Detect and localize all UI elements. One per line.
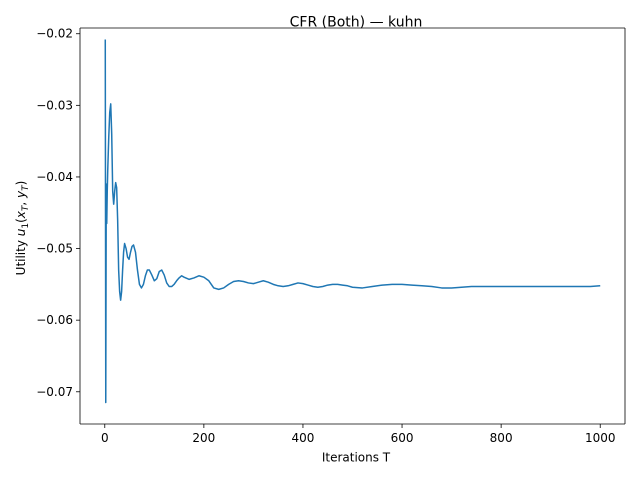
plot-area: 0 200 400 600 800 1000 −0.02 −0.03 −0.04 −0.05 −0.…: [36, 27, 626, 445]
y-tick-label: −0.04: [36, 170, 73, 184]
y-axis-label-x-sub: T: [21, 204, 31, 211]
series-line-0: [104, 39, 601, 404]
y-axis-label-y: y: [14, 190, 28, 199]
y-axis-label-u-sub: 1: [21, 223, 31, 229]
y-axis-label-open: (: [14, 218, 28, 223]
y-tick-label: −0.02: [36, 27, 73, 41]
y-tick-label: −0.06: [36, 313, 73, 327]
y-tick-label: −0.05: [36, 242, 73, 256]
y-axis-label: Utility u1(xT, yT): [14, 181, 31, 276]
x-tick-label: 0: [101, 431, 109, 445]
y-axis-label-u: u: [14, 228, 28, 236]
x-axis-label: Iterations T: [322, 451, 391, 465]
y-axis-label-comma: ,: [14, 198, 28, 206]
y-axis-label-y-sub: T: [21, 184, 31, 191]
y-tick-label: −0.03: [36, 98, 73, 112]
x-tick-label: 1000: [585, 431, 616, 445]
y-axis-label-prefix: Utility: [14, 236, 28, 275]
x-tick-label: 600: [391, 431, 414, 445]
x-tick-label: 800: [490, 431, 513, 445]
chart-title: CFR (Both) — kuhn: [290, 15, 423, 31]
y-tick-label: −0.07: [36, 385, 73, 399]
y-axis-label-x: x: [14, 210, 28, 219]
y-axis-label-close: ): [14, 181, 28, 186]
x-tick-label: 200: [192, 431, 215, 445]
x-tick-label: 400: [292, 431, 315, 445]
